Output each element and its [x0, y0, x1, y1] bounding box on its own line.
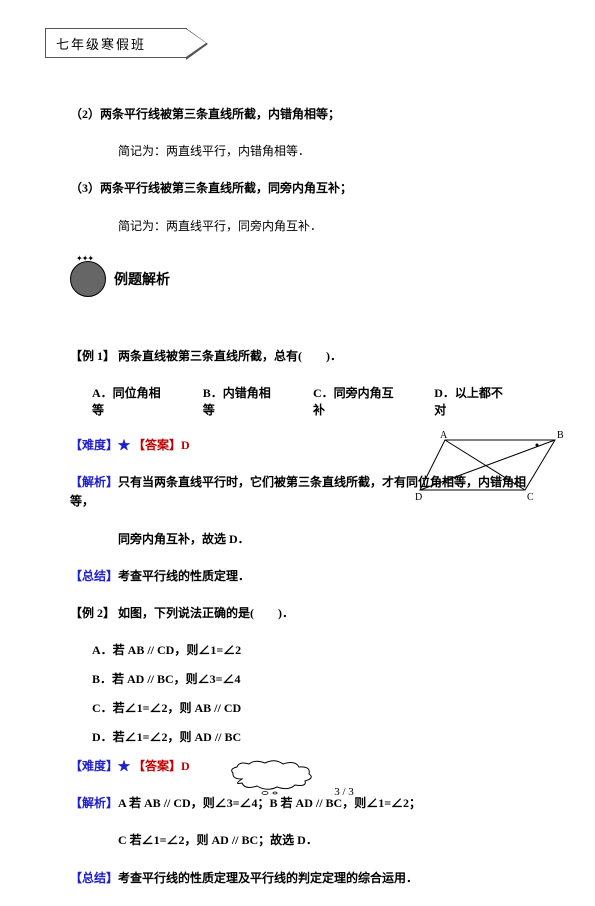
ex2-opt-b: B．若 AD // BC，则∠3=∠4: [70, 670, 545, 687]
grade-badge-text: 七年级寒假班: [56, 34, 146, 53]
grade-badge: 七年级寒假班: [45, 28, 187, 58]
ex2-summary-row: 【总结】考查平行线的性质定理及平行线的判定定理的综合运用．: [70, 869, 545, 888]
section-title: 例题解析: [114, 269, 170, 289]
prop-3-short: 简记为：两直线平行，同旁内角互补．: [70, 217, 545, 236]
ex1-summary-text: 考查平行线的性质定理．: [118, 569, 250, 583]
ex1-opt-b: B．内错角相等: [203, 384, 273, 418]
ex2-analysis-text2: C 若∠1=∠2，则 AD // BC；故选 D．: [70, 831, 545, 850]
ex1-title: 【例 1】 两条直线被第三条直线所截，总有( )．: [70, 347, 545, 366]
page-number: 3 / 3: [320, 782, 368, 802]
ex1-opt-a: A．同位角相等: [92, 384, 163, 418]
fig-label-a: A: [440, 430, 448, 441]
prop-3: （3）两条平行线被第三条直线所截，同旁内角互补；: [70, 179, 545, 198]
fig-label-c: C: [527, 492, 534, 503]
fig-label-d: D: [415, 492, 422, 503]
ex1-difficulty: 【难度】★: [70, 438, 130, 452]
ex2-title: 【例 2】 如图，下列说法正确的是( )．: [70, 604, 545, 623]
ex1-analysis-text2: 同旁内角互补，故选 D．: [70, 530, 545, 549]
ex1-opt-c: C．同旁内角互补: [313, 384, 394, 418]
ex1-summary-label: 【总结】: [70, 569, 118, 583]
ex1-analysis-label: 【解析】: [70, 475, 118, 489]
prop-2: （2）两条平行线被第三条直线所截，内错角相等；: [70, 105, 545, 124]
ex1-options: A．同位角相等 B．内错角相等 C．同旁内角互补 D．以上都不对: [70, 384, 545, 418]
ex1-opt-d: D．以上都不对: [434, 384, 505, 418]
page-footer: 3 / 3: [0, 759, 595, 802]
ex1-answer: 【答案】D: [133, 438, 190, 452]
ex2-opt-c: C．若∠1=∠2，则 AB // CD: [70, 699, 545, 716]
ex2-summary-text: 考查平行线的性质定理及平行线的判定定理的综合运用．: [118, 871, 418, 885]
ex2-opt-d: D．若∠1=∠2，则 AD // BC: [70, 728, 545, 745]
prop-2-short: 简记为：两直线平行，内错角相等．: [70, 142, 545, 161]
section-header: 例题解析: [70, 261, 545, 297]
section-icon: [70, 261, 106, 297]
parallelogram-figure: A B C D: [415, 430, 565, 510]
ex2-opt-a: A．若 AB // CD，则∠1=∠2: [70, 641, 545, 658]
ex2-summary-label: 【总结】: [70, 871, 118, 885]
fig-label-b: B: [557, 430, 564, 441]
ex1-summary-row: 【总结】考查平行线的性质定理．: [70, 567, 545, 586]
cloud-icon: [227, 759, 317, 795]
